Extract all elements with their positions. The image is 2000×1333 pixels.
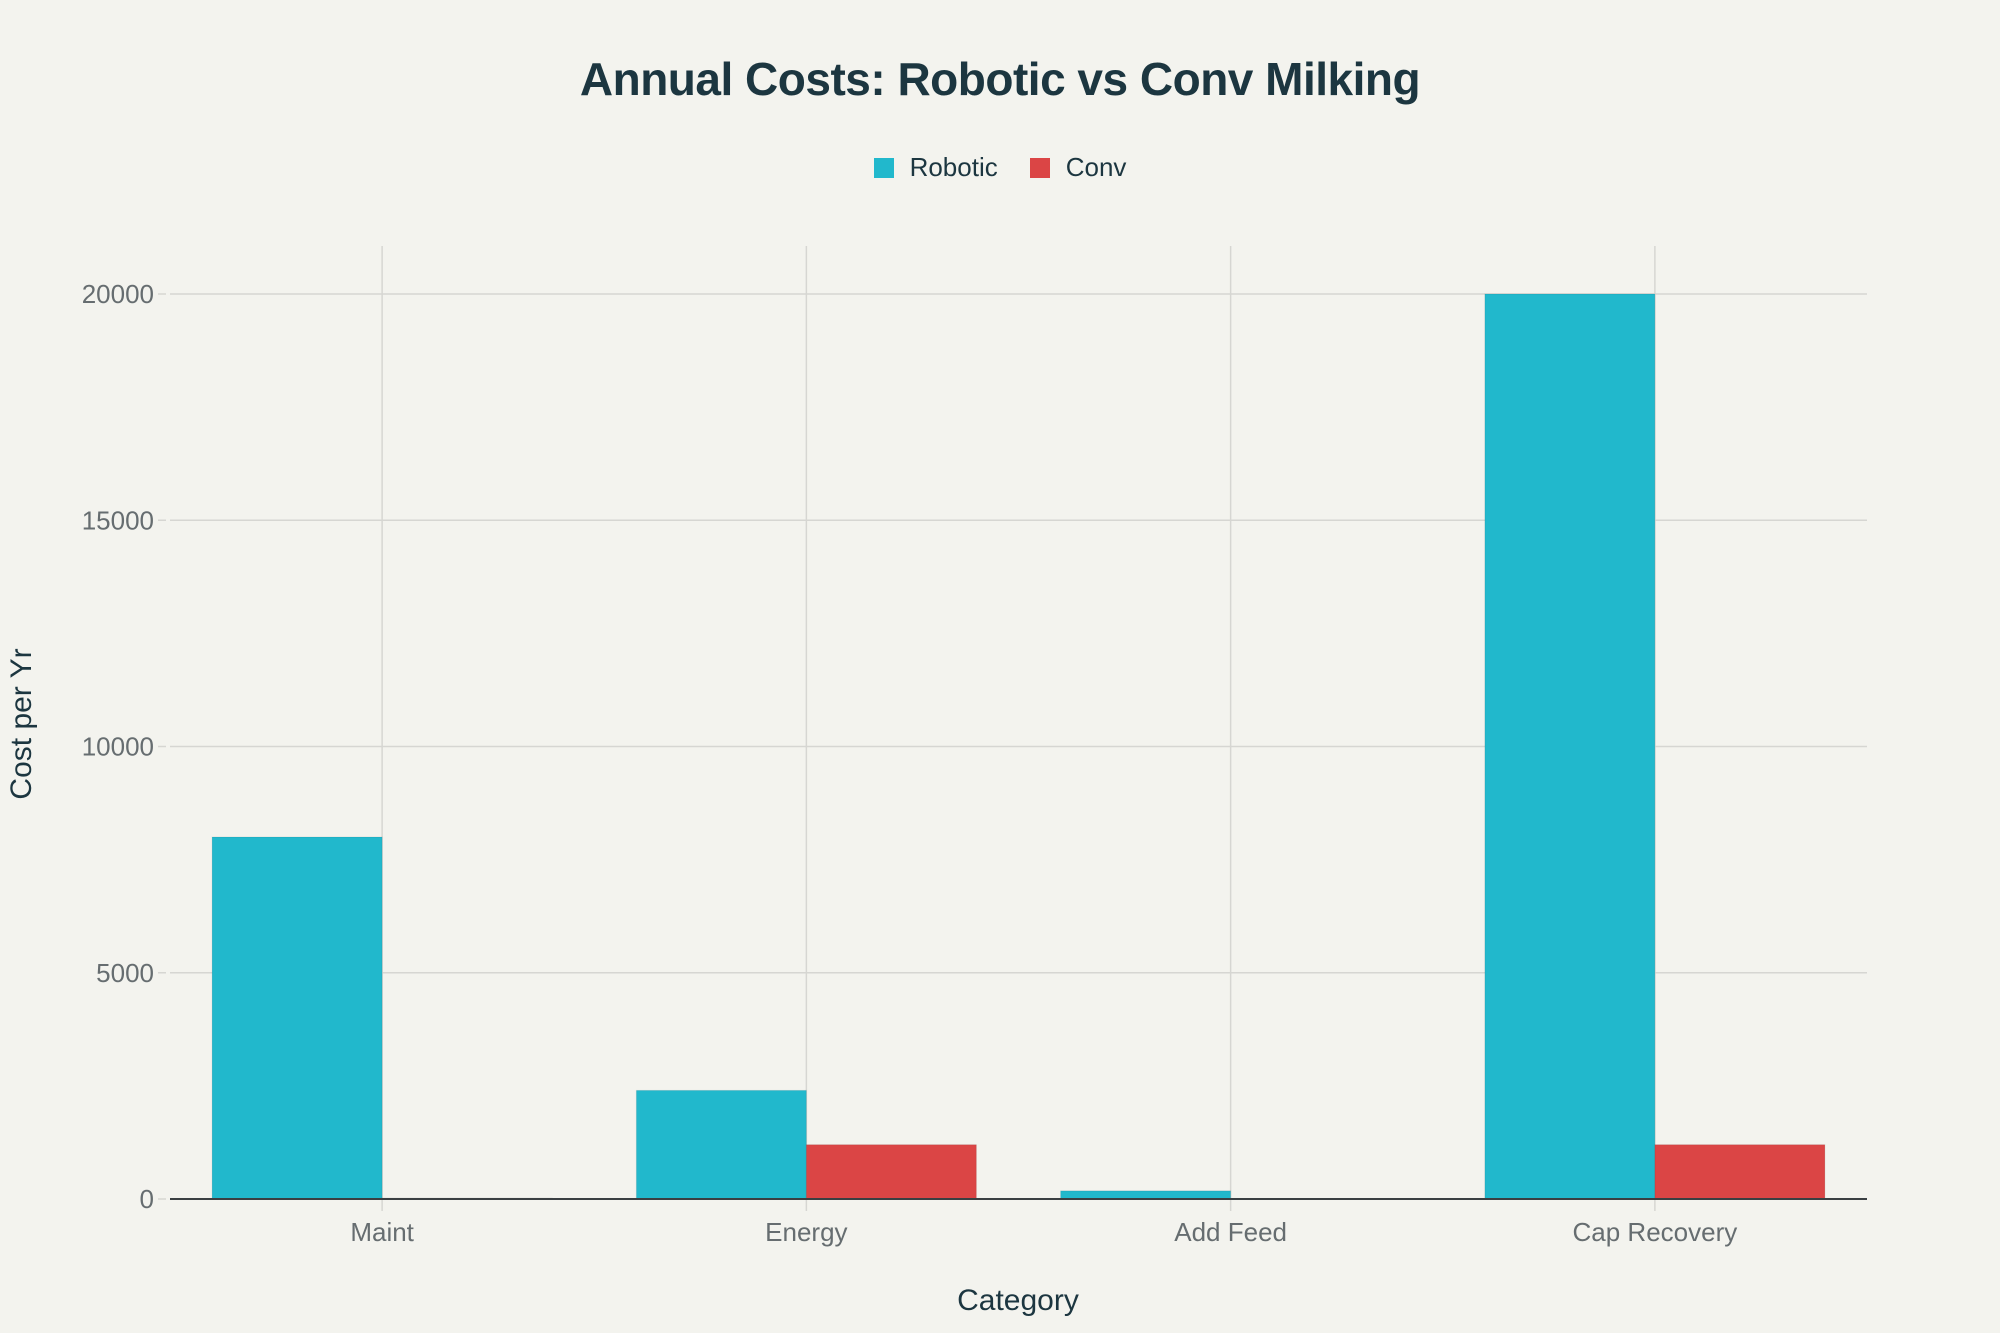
y-tick-label: 10000: [82, 732, 154, 762]
x-tick-label: Add Feed: [1174, 1217, 1287, 1247]
y-tick-label: 0: [140, 1184, 154, 1214]
bar-robotic-cap-recovery[interactable]: [1484, 293, 1656, 1200]
bar-robotic-maint[interactable]: [211, 836, 383, 1200]
x-tick-label: Energy: [765, 1217, 847, 1247]
x-axis-label: Category: [957, 1284, 1079, 1317]
y-axis-label: Cost per Yr: [5, 648, 38, 799]
bar-robotic-energy[interactable]: [635, 1089, 807, 1200]
y-tick-label: 5000: [96, 958, 154, 988]
legend-label-robotic: Robotic: [909, 152, 998, 182]
legend-item-robotic[interactable]: Robotic: [873, 152, 998, 183]
bar-conv-cap-recovery[interactable]: [1654, 1144, 1826, 1200]
legend-swatch-conv: [1029, 157, 1050, 178]
y-tick-label: 15000: [82, 505, 154, 535]
y-tick-label: 20000: [82, 279, 154, 309]
legend-label-conv: Conv: [1065, 152, 1127, 182]
legend: Robotic Conv: [0, 152, 2000, 183]
chart-title: Annual Costs: Robotic vs Conv Milking: [579, 53, 1421, 105]
bar-conv-energy[interactable]: [805, 1144, 977, 1200]
bar-robotic-add-feed[interactable]: [1060, 1190, 1232, 1200]
legend-swatch-robotic: [873, 157, 894, 178]
legend-item-conv[interactable]: Conv: [1029, 152, 1127, 183]
x-tick-label: Cap Recovery: [1573, 1217, 1738, 1247]
x-tick-label: Maint: [350, 1217, 414, 1247]
